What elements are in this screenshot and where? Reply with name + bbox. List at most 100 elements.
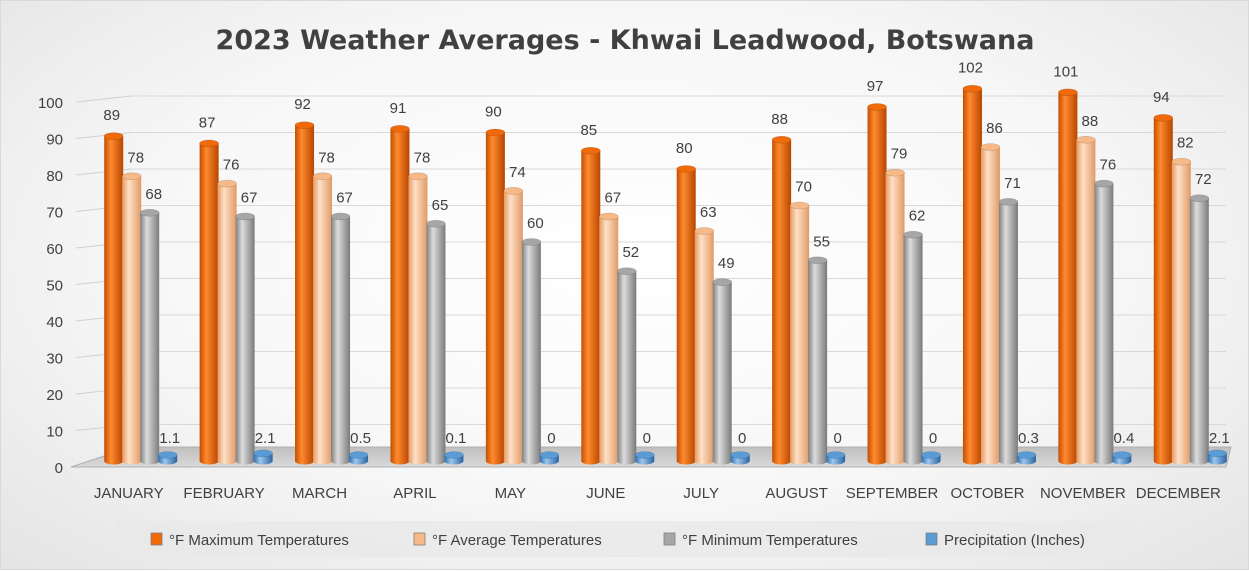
bar [199,139,219,465]
bar-base [867,457,887,465]
data-label: 82 [1177,135,1194,152]
data-label: 90 [485,104,502,121]
data-label: 0.3 [1018,430,1039,447]
bar-base [235,457,255,465]
data-label: 62 [909,208,926,225]
bars [103,84,1228,465]
data-label: 63 [700,204,717,221]
data-label: 85 [580,122,597,139]
data-label: 78 [318,149,335,166]
bar-body [867,106,887,461]
bar-cap [253,449,273,458]
bar-body [104,136,124,461]
data-label: 68 [145,186,162,203]
x-category-label: MAY [495,485,526,502]
y-tick-label: 10 [46,424,63,441]
bar-cap [503,187,524,195]
bar-body [521,242,541,461]
bar-body [313,176,333,462]
bar [485,128,506,465]
legend-swatch [925,532,938,546]
bar-body [1189,198,1209,461]
bar-cap [634,451,655,459]
bar-cap [694,227,715,235]
data-label: 52 [622,244,639,261]
bar-body [1153,117,1173,462]
data-label: 0 [833,430,841,447]
bar-base [253,457,273,465]
bar [616,267,637,465]
data-label: 0 [643,430,651,447]
legend-label: Precipitation (Inches) [944,532,1085,549]
bar-base [521,457,541,465]
bar [634,451,655,465]
bar-body [217,183,237,461]
bar-body [1094,183,1114,461]
data-label: 1.1 [159,430,180,447]
data-label: 0 [929,430,937,447]
bar [121,172,142,465]
bar-base [998,457,1018,465]
bar-body [962,88,982,461]
bar [157,451,178,465]
bar-body [676,169,696,461]
bar [694,227,715,465]
x-category-label: MARCH [292,485,347,502]
bar-cap [103,132,124,140]
bar-base [313,457,333,465]
data-label: 87 [199,114,216,131]
bar-base [772,457,792,465]
bar [1171,157,1192,465]
bar [235,212,255,465]
bar [807,256,828,465]
bar-cap [426,219,446,228]
x-category-label: FEBRUARY [183,485,264,502]
bar-body [426,223,446,461]
bar-cap [616,267,637,276]
bar-body [1076,139,1096,462]
bar [580,146,601,465]
bar-base [1189,457,1209,465]
x-category-label: JANUARY [94,485,164,502]
bar-cap [598,212,619,221]
bar [1153,114,1174,465]
bar-base [217,457,237,465]
bar-cap [730,451,751,459]
bar-body [140,212,160,461]
bar-cap [312,172,333,181]
data-label: 0.4 [1113,430,1134,447]
bar-body [1207,453,1227,461]
bar-base [617,457,637,465]
bar-cap [521,238,542,246]
bar-cap [294,121,315,129]
bar-cap [217,179,237,188]
bar-base [903,457,923,465]
data-label: 78 [414,149,431,166]
bar [503,187,524,465]
bar-base [140,457,160,465]
bar [253,449,273,465]
bar-base [122,457,142,465]
bar-cap [1207,449,1228,458]
y-tick-label: 40 [46,314,63,331]
legend-entry: °F Average Temperatures [413,532,602,549]
bar-base [790,457,810,465]
data-label: 79 [891,146,908,163]
bar [771,136,792,465]
bar-base [158,457,178,465]
legend-label: °F Average Temperatures [432,532,602,549]
bar [444,451,464,465]
bar-base [826,457,846,465]
bar-base [1016,457,1036,465]
data-label: 78 [127,149,144,166]
x-category-label: JUNE [586,485,625,502]
bar-body [122,176,142,462]
bar-base [808,457,828,465]
x-category-label: OCTOBER [951,485,1025,502]
bar-cap [1171,157,1192,166]
bar-cap [771,136,792,144]
bar [1207,449,1228,465]
x-category-label: NOVEMBER [1040,485,1126,502]
bar-base [331,457,351,465]
